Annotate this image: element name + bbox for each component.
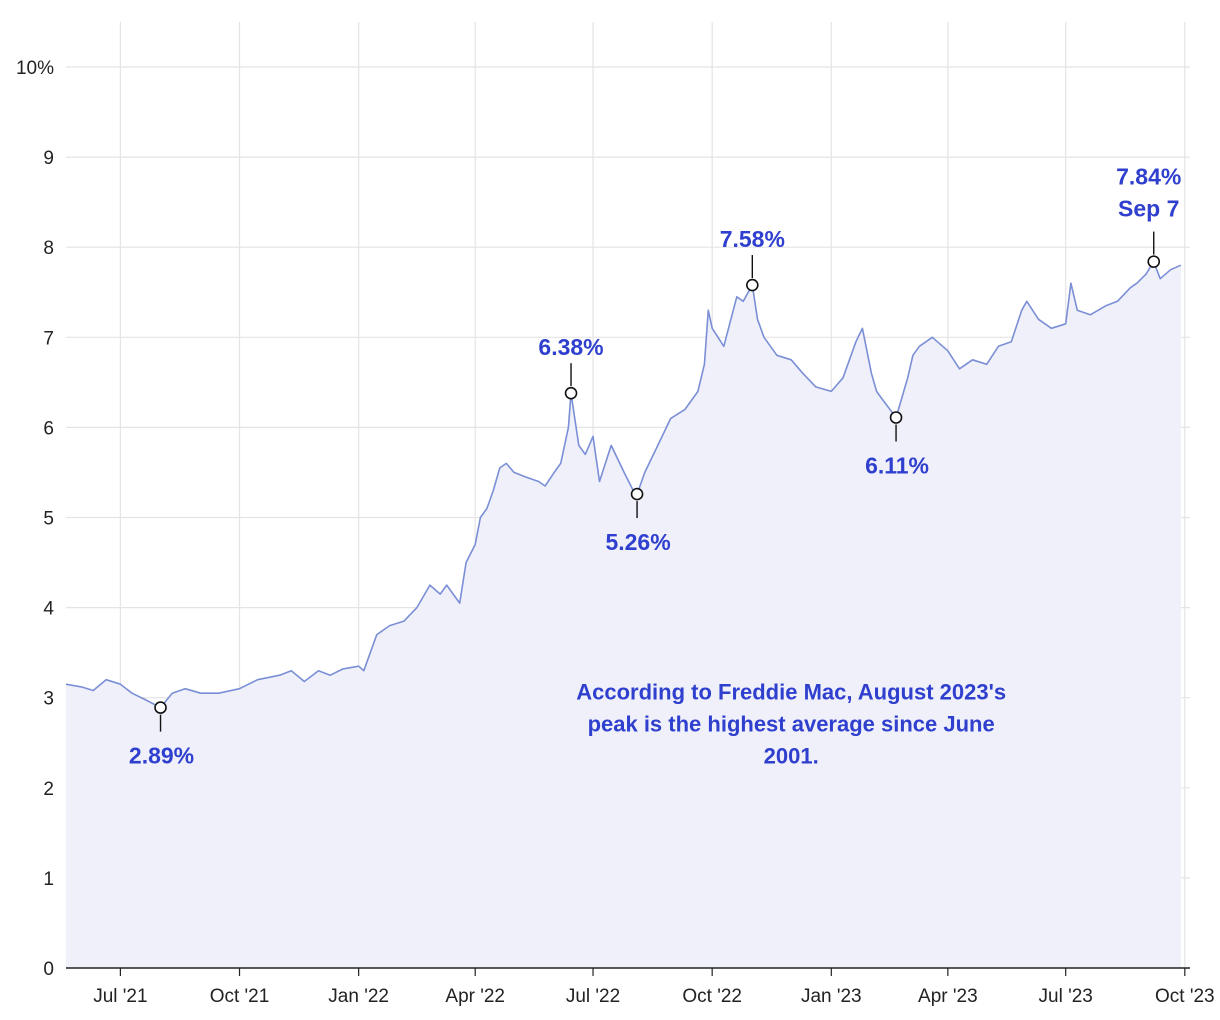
x-tick-label: Apr '23 [918, 986, 978, 1007]
annotation-marker [630, 487, 644, 501]
y-tick-label: 2 [43, 779, 54, 800]
annotation-marker [746, 278, 759, 292]
x-tick-label: Oct '22 [682, 986, 742, 1007]
note-line: 2001. [764, 744, 819, 769]
freddie-mac-note: According to Freddie Mac, August 2023's p… [576, 680, 1006, 769]
y-axis-tick-labels: 0 1 2 3 4 5 6 7 8 9 10% [16, 58, 54, 980]
annotation-marker [1147, 255, 1161, 268]
annotation-marker [889, 411, 903, 424]
annotation-sublabel: Sep 7 [1118, 196, 1179, 222]
y-tick-label: 4 [43, 599, 54, 620]
series-line [65, 260, 1182, 709]
y-tick-label: 5 [43, 509, 54, 530]
annotation-label: 7.58% [720, 226, 785, 252]
y-tick-label: 6 [43, 418, 54, 439]
x-tick-label: Oct '21 [210, 986, 270, 1007]
y-tick-label: 0 [43, 959, 54, 980]
annotation-label: 5.26% [605, 529, 670, 555]
series-area-layer [66, 261, 1181, 969]
annotations: 2.89% 6.38% 5.26% 7.58% 6.11% 7.84% Sep 7 [129, 164, 1181, 769]
y-tick-label: 1 [43, 869, 54, 890]
note-line: According to Freddie Mac, August 2023's [576, 680, 1006, 705]
y-tick-label: 7 [43, 328, 54, 349]
note-line: peak is the highest average since June [588, 712, 995, 737]
annotation-label: 6.11% [865, 452, 929, 478]
y-tick-label: 8 [43, 238, 54, 259]
series-area [66, 261, 1181, 969]
annotation-marker [564, 386, 578, 400]
x-tick-label: Jan '22 [328, 986, 389, 1007]
x-tick-label: Jul '21 [93, 986, 147, 1007]
y-tick-label: 3 [43, 689, 54, 710]
x-axis [66, 967, 1190, 976]
x-tick-label: Jul '23 [1039, 986, 1093, 1007]
x-tick-label: Apr '22 [445, 986, 505, 1007]
annotation-label: 2.89% [129, 743, 194, 769]
annotation-label: 7.84% [1116, 164, 1181, 190]
x-tick-label: Jul '22 [566, 986, 620, 1007]
x-axis-tick-labels: Jul '21 Oct '21 Jan '22 Apr '22 Jul '22 Oct '… [93, 986, 1214, 1007]
annotation-marker [154, 701, 167, 714]
series-line-layer [65, 260, 1182, 709]
x-tick-label: Oct '23 [1155, 986, 1215, 1007]
x-tick-label: Jan '23 [801, 986, 862, 1007]
y-tick-label: 10% [16, 58, 54, 79]
annotation-label: 6.38% [538, 334, 603, 360]
y-tick-label: 9 [43, 148, 54, 169]
